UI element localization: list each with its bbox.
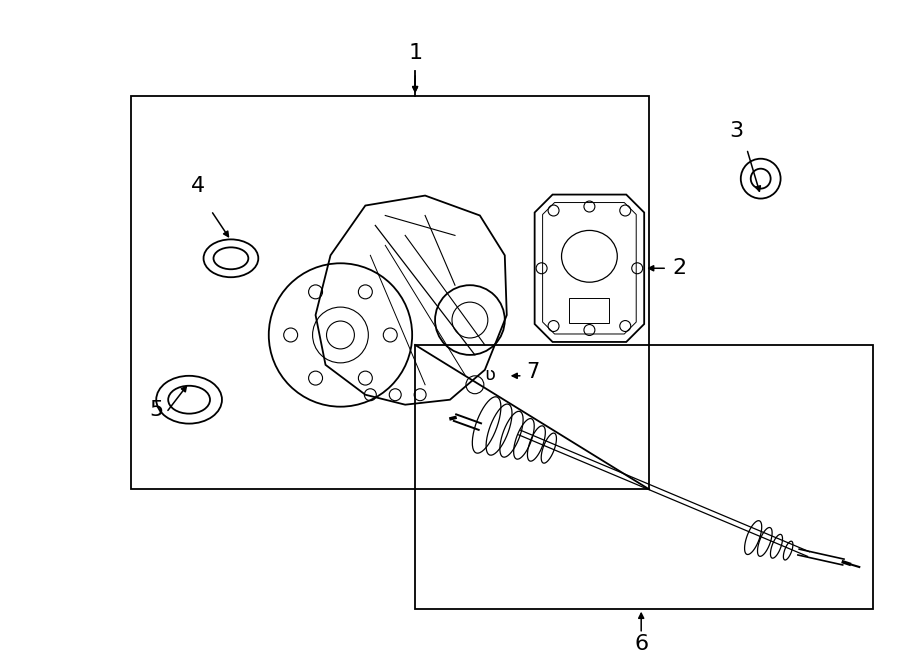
Text: 1: 1: [408, 43, 422, 63]
Text: 3: 3: [729, 121, 742, 141]
Text: ʋ: ʋ: [484, 366, 495, 384]
Text: 7: 7: [526, 362, 540, 382]
Text: 4: 4: [191, 176, 205, 196]
Text: 6: 6: [634, 634, 648, 654]
Text: 2: 2: [672, 258, 686, 278]
Text: 5: 5: [149, 400, 164, 420]
